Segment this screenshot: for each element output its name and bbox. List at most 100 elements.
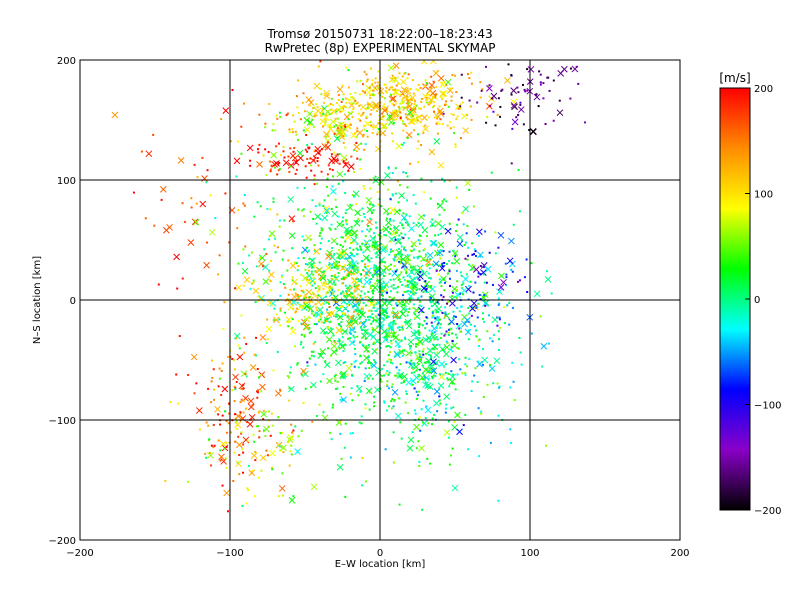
scatter-point-dot (417, 326, 420, 329)
scatter-point-dot (389, 218, 392, 221)
scatter-point-dot (318, 234, 321, 237)
scatter-point-dot (243, 102, 246, 105)
scatter-point-dot (282, 451, 285, 454)
scatter-point-dot (366, 350, 369, 353)
scatter-point-dot (431, 423, 434, 426)
scatter-point-x (333, 135, 341, 142)
scatter-point-dot (320, 229, 323, 232)
scatter-point-dot (436, 121, 439, 124)
scatter-point-x (234, 421, 242, 429)
scatter-point-dot (391, 398, 394, 401)
scatter-point-dot (392, 405, 395, 408)
scatter-point-dot (402, 129, 405, 132)
scatter-point-dot (413, 363, 416, 366)
scatter-point-dot (334, 283, 337, 286)
scatter-point-dot (345, 276, 348, 279)
scatter-point-x (334, 359, 342, 367)
scatter-point-dot (359, 322, 362, 325)
scatter-point-dot (144, 217, 147, 220)
scatter-point-dot (336, 301, 339, 304)
scatter-point-dot (387, 345, 390, 348)
scatter-point-dot (209, 194, 212, 197)
scatter-point-dot (428, 329, 431, 332)
scatter-point-dot (423, 191, 426, 194)
scatter-point-dot (291, 279, 294, 282)
scatter-point-dot (409, 344, 412, 347)
scatter-point-dot (401, 120, 404, 123)
scatter-point-dot (371, 132, 374, 135)
scatter-point-x (407, 436, 415, 444)
scatter-point-dot (437, 310, 440, 313)
scatter-point-x (527, 65, 535, 73)
scatter-point-dot (300, 341, 303, 344)
scatter-point-x (405, 379, 413, 386)
scatter-point-x (429, 60, 437, 65)
scatter-point-dot (311, 291, 314, 294)
scatter-point-dot (322, 111, 325, 114)
scatter-point-dot (372, 359, 375, 362)
scatter-point-dot (157, 283, 160, 286)
scatter-point-dot (317, 164, 320, 167)
scatter-point-dot (368, 260, 371, 263)
scatter-point-dot (341, 110, 344, 113)
scatter-point-dot (373, 319, 376, 322)
scatter-point-dot (356, 157, 359, 160)
scatter-point-dot (365, 115, 368, 118)
scatter-point-dot (413, 129, 416, 132)
scatter-point-x (382, 207, 390, 215)
scatter-point-dot (350, 112, 353, 115)
scatter-point-dot (308, 331, 311, 334)
scatter-point-dot (258, 410, 261, 413)
y-tick-label: −100 (49, 416, 76, 427)
scatter-point-dot (275, 114, 278, 117)
scatter-point-dot (282, 282, 285, 285)
scatter-point-dot (302, 215, 305, 218)
scatter-point-dot (376, 190, 379, 193)
scatter-point-dot (394, 236, 397, 239)
scatter-point-dot (232, 359, 235, 362)
scatter-point-x (305, 234, 312, 242)
scatter-point-dot (341, 130, 344, 133)
scatter-point-dot (434, 308, 437, 311)
scatter-point-dot (452, 406, 455, 409)
scatter-point-dot (347, 337, 350, 340)
scatter-point-dot (418, 300, 421, 303)
scatter-point-dot (297, 208, 300, 211)
scatter-point-x (429, 220, 437, 228)
scatter-point-dot (446, 272, 449, 275)
scatter-point-dot (349, 392, 352, 395)
scatter-point-x (417, 213, 425, 221)
scatter-point-dot (523, 88, 526, 91)
scatter-point-dot (372, 266, 375, 269)
scatter-point-dot (418, 255, 421, 258)
scatter-point-dot (255, 336, 258, 339)
scatter-point-dot (233, 400, 236, 403)
scatter-point-dot (395, 231, 398, 234)
scatter-point-x (327, 327, 334, 335)
scatter-point-dot (419, 86, 422, 89)
scatter-point-x (294, 448, 301, 455)
scatter-point-dot (345, 66, 348, 69)
scatter-point-dot (537, 105, 540, 108)
scatter-point-dot (417, 297, 420, 300)
scatter-point-dot (440, 81, 443, 84)
scatter-point-dot (434, 234, 437, 237)
scatter-point-dot (476, 360, 479, 363)
scatter-point-dot (347, 111, 350, 114)
scatter-point-dot (470, 71, 473, 74)
scatter-point-dot (344, 212, 347, 215)
scatter-point-dot (341, 336, 344, 339)
scatter-point-dot (277, 163, 280, 166)
scatter-point-dot (455, 118, 458, 121)
scatter-point-dot (359, 273, 362, 276)
scatter-point-x (432, 260, 440, 268)
scatter-point-dot (368, 408, 371, 411)
scatter-point-dot (432, 374, 435, 377)
scatter-point-dot (389, 351, 392, 354)
scatter-point-dot (456, 223, 459, 226)
scatter-point-dot (242, 400, 245, 403)
scatter-point-dot (406, 186, 409, 189)
scatter-point-dot (416, 298, 419, 301)
scatter-point-dot (552, 119, 555, 122)
scatter-point-x (372, 101, 380, 109)
